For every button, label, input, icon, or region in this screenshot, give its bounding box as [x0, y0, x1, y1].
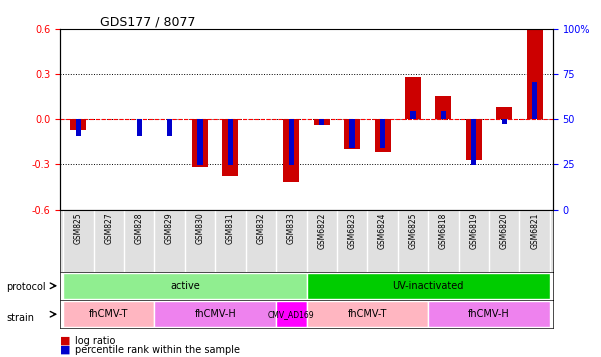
FancyBboxPatch shape: [154, 301, 276, 327]
Bar: [466, 119, 482, 160]
Bar: [471, 119, 477, 165]
Bar: [288, 119, 294, 165]
Text: GSM829: GSM829: [165, 213, 174, 244]
Text: ■: ■: [60, 336, 70, 346]
Text: GSM831: GSM831: [226, 213, 235, 244]
Bar: [314, 119, 330, 125]
Text: log ratio: log ratio: [75, 336, 115, 346]
Text: GSM6818: GSM6818: [439, 213, 448, 249]
Text: percentile rank within the sample: percentile rank within the sample: [75, 345, 240, 355]
Text: GSM6821: GSM6821: [530, 213, 539, 249]
Bar: [283, 119, 299, 182]
Text: GSM830: GSM830: [195, 213, 204, 245]
Bar: [76, 119, 81, 136]
Text: GSM832: GSM832: [257, 213, 266, 244]
Text: active: active: [170, 281, 200, 291]
Bar: [526, 29, 543, 119]
Bar: [435, 96, 451, 119]
FancyBboxPatch shape: [276, 301, 307, 327]
Text: GSM825: GSM825: [74, 213, 83, 244]
Text: GSM6825: GSM6825: [409, 213, 418, 249]
FancyBboxPatch shape: [63, 273, 307, 298]
Bar: [532, 82, 537, 119]
Bar: [197, 119, 203, 165]
Text: GSM6820: GSM6820: [500, 213, 508, 249]
Text: GSM827: GSM827: [105, 213, 113, 244]
Bar: [349, 119, 355, 149]
Bar: [502, 119, 507, 124]
Text: GSM6824: GSM6824: [378, 213, 387, 249]
Bar: [228, 119, 233, 165]
FancyBboxPatch shape: [63, 301, 154, 327]
Text: GSM828: GSM828: [135, 213, 144, 244]
Bar: [344, 119, 360, 149]
Bar: [167, 119, 172, 136]
Bar: [405, 77, 421, 119]
Bar: [441, 111, 446, 119]
Text: strain: strain: [6, 313, 34, 323]
Text: GDS177 / 8077: GDS177 / 8077: [100, 16, 195, 29]
Text: CMV_AD169: CMV_AD169: [268, 310, 314, 319]
Bar: [319, 119, 325, 125]
Text: fhCMV-T: fhCMV-T: [89, 309, 129, 319]
Text: fhCMV-T: fhCMV-T: [347, 309, 387, 319]
Text: GSM6819: GSM6819: [469, 213, 478, 249]
FancyBboxPatch shape: [428, 301, 550, 327]
Text: GSM6823: GSM6823: [347, 213, 356, 249]
Bar: [192, 119, 208, 167]
Bar: [222, 119, 239, 176]
Bar: [410, 111, 416, 119]
Text: fhCMV-H: fhCMV-H: [468, 309, 510, 319]
Bar: [70, 119, 87, 130]
Bar: [374, 119, 391, 152]
Text: ■: ■: [60, 345, 70, 355]
FancyBboxPatch shape: [307, 301, 428, 327]
Text: fhCMV-H: fhCMV-H: [194, 309, 236, 319]
Bar: [496, 107, 512, 119]
FancyBboxPatch shape: [307, 273, 550, 298]
Text: GSM6822: GSM6822: [317, 213, 326, 249]
Text: protocol: protocol: [6, 282, 46, 292]
Text: GSM833: GSM833: [287, 213, 296, 245]
Bar: [380, 119, 385, 149]
Text: UV-inactivated: UV-inactivated: [392, 281, 464, 291]
Bar: [136, 119, 142, 136]
